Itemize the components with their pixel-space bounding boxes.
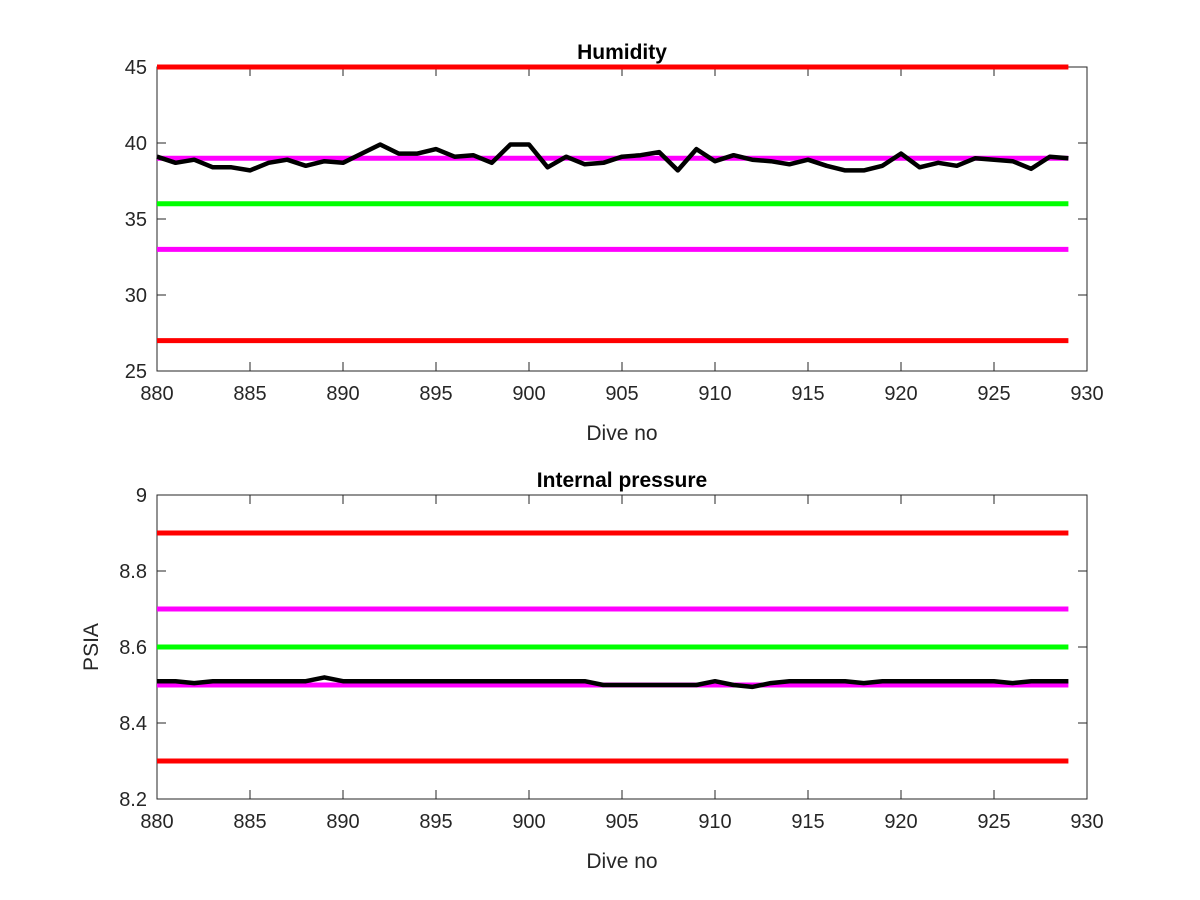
y-tick-label: 8.2 xyxy=(119,789,147,811)
x-tick-label: 910 xyxy=(698,811,731,833)
x-tick-label: 900 xyxy=(512,383,545,405)
x-tick-label: 885 xyxy=(233,811,266,833)
x-axis-label: Dive no xyxy=(586,422,657,445)
y-tick-label: 8.8 xyxy=(119,561,147,583)
data-series-line xyxy=(156,142,1069,173)
axes-box xyxy=(156,66,1088,372)
x-tick-label: 890 xyxy=(326,811,359,833)
x-tick-label: 880 xyxy=(140,383,173,405)
chart-title: Humidity xyxy=(577,41,667,64)
x-axis-label: Dive no xyxy=(586,850,657,873)
x-tick-label: 905 xyxy=(605,383,638,405)
x-tick-label: 930 xyxy=(1070,383,1103,405)
y-tick-label: 8.4 xyxy=(119,713,147,735)
chart-panel-2: 880 885 890 895 900 905 910 915 920 925 930 8.2 8.4 8… xyxy=(80,469,1104,873)
x-tick-label: 915 xyxy=(791,383,824,405)
x-tick-label: 895 xyxy=(419,811,452,833)
x-tick-label: 930 xyxy=(1070,811,1103,833)
y-tick-label: 40 xyxy=(125,133,147,155)
x-tick-label: 925 xyxy=(977,383,1010,405)
x-tick-label: 880 xyxy=(140,811,173,833)
x-tick-label: 895 xyxy=(419,383,452,405)
x-tick-label: 885 xyxy=(233,383,266,405)
x-tick-label: 905 xyxy=(605,811,638,833)
chart-panel-1: 880 885 890 895 900 905 910 915 920 925 930 25 30 35 4… xyxy=(125,41,1104,445)
x-tick-label: 920 xyxy=(884,383,917,405)
y-tick-label: 30 xyxy=(125,285,147,307)
y-tick-label: 9 xyxy=(136,485,147,507)
data-series-line xyxy=(157,675,1069,690)
y-tick-label: 25 xyxy=(125,361,147,383)
y-tick-label: 8.6 xyxy=(119,637,147,659)
x-tick-label: 910 xyxy=(698,383,731,405)
y-tick-label: 35 xyxy=(125,209,147,231)
x-tick-label: 900 xyxy=(512,811,545,833)
chart-title: Internal pressure xyxy=(537,469,707,492)
y-axis-label: PSIA xyxy=(80,623,103,671)
x-tick-label: 925 xyxy=(977,811,1010,833)
y-tick-label: 45 xyxy=(125,57,147,79)
x-tick-label: 890 xyxy=(326,383,359,405)
x-tick-label: 920 xyxy=(884,811,917,833)
x-tick-label: 915 xyxy=(791,811,824,833)
